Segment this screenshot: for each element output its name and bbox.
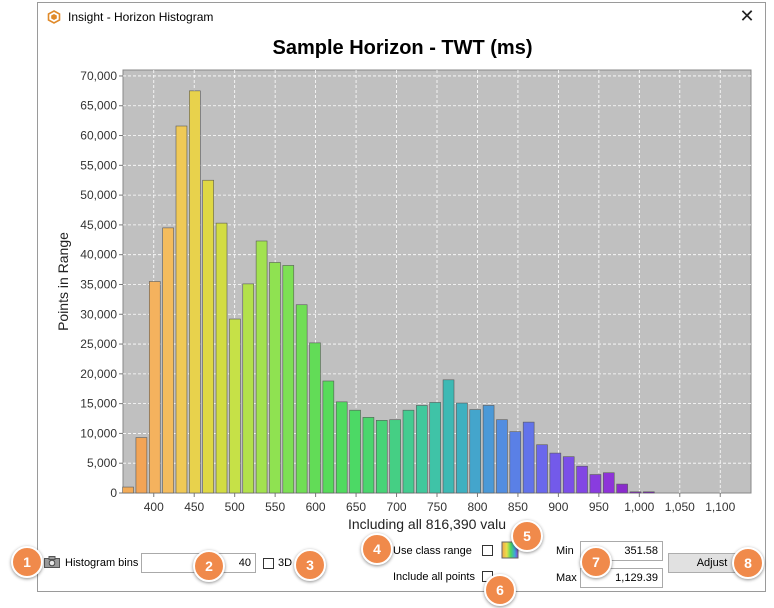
x-tick-label: 700 bbox=[387, 500, 407, 514]
callout-2: 2 bbox=[193, 550, 225, 582]
x-tick-label: 1,050 bbox=[665, 500, 695, 514]
histogram-bar bbox=[215, 222, 228, 494]
callout-3: 3 bbox=[294, 549, 326, 581]
histogram-bar bbox=[549, 452, 562, 494]
x-tick-label: 600 bbox=[306, 500, 326, 514]
histogram-bar bbox=[295, 304, 308, 494]
x-axis-label: Including all 816,390 valu bbox=[348, 516, 506, 532]
histogram-bar bbox=[536, 444, 548, 494]
histogram-bar bbox=[643, 491, 655, 494]
title-bar: Insight - Horizon Histogram ✕ bbox=[38, 3, 765, 31]
y-tick-label: 55,000 bbox=[80, 158, 117, 172]
x-tick-label: 400 bbox=[144, 500, 164, 514]
include-all-points-label: Include all points bbox=[393, 571, 475, 583]
y-tick-label: 45,000 bbox=[80, 218, 117, 232]
histogram-bar bbox=[509, 431, 522, 494]
x-tick-label: 750 bbox=[427, 500, 447, 514]
y-tick-label: 40,000 bbox=[80, 248, 117, 262]
histogram-bar bbox=[482, 405, 495, 494]
histogram-bins-label: Histogram bins bbox=[65, 557, 139, 569]
x-tick-label: 800 bbox=[467, 500, 487, 514]
x-tick-label: 650 bbox=[346, 500, 366, 514]
y-tick-label: 15,000 bbox=[80, 397, 117, 411]
use-class-range-checkbox[interactable] bbox=[482, 545, 493, 556]
max-label: Max bbox=[556, 572, 577, 584]
histogram-bar bbox=[189, 90, 201, 494]
histogram-bar bbox=[135, 437, 148, 494]
callout-8: 8 bbox=[732, 547, 764, 579]
histogram-bar bbox=[322, 380, 335, 494]
histogram-bar bbox=[456, 402, 468, 494]
histogram-bar bbox=[255, 240, 268, 494]
callout-6: 6 bbox=[484, 574, 516, 606]
use-class-range-label: Use class range bbox=[393, 545, 472, 557]
y-tick-label: 30,000 bbox=[80, 307, 117, 321]
x-tick-label: 850 bbox=[508, 500, 528, 514]
y-tick-label: 20,000 bbox=[80, 367, 117, 381]
histogram-bar bbox=[629, 491, 642, 494]
insight-logo-icon bbox=[47, 10, 61, 24]
histogram-bar bbox=[589, 474, 602, 494]
min-label: Min bbox=[556, 545, 574, 557]
histogram-bar bbox=[389, 419, 401, 494]
histogram-bar bbox=[229, 318, 241, 494]
histogram-bar bbox=[522, 421, 535, 494]
x-tick-label: 1,000 bbox=[624, 500, 654, 514]
chart-title: Sample Horizon - TWT (ms) bbox=[272, 37, 533, 59]
camera-icon[interactable] bbox=[44, 556, 60, 568]
histogram-bar bbox=[309, 342, 321, 494]
histogram-bar bbox=[429, 402, 441, 494]
histogram-bar bbox=[282, 265, 295, 494]
histogram-bar bbox=[202, 179, 214, 494]
histogram-bar bbox=[148, 281, 161, 494]
histogram-bar bbox=[242, 283, 255, 494]
x-tick-label: 1,100 bbox=[705, 500, 735, 514]
histogram-bar bbox=[616, 483, 628, 494]
x-tick-label: 500 bbox=[225, 500, 245, 514]
histogram-bar bbox=[496, 419, 508, 494]
x-tick-label: 950 bbox=[589, 500, 609, 514]
close-button[interactable]: ✕ bbox=[739, 6, 755, 26]
callout-4: 4 bbox=[361, 533, 393, 565]
histogram-bar bbox=[162, 227, 174, 494]
histogram-bar bbox=[442, 379, 455, 494]
histogram-bar bbox=[362, 417, 375, 494]
callout-5: 5 bbox=[511, 520, 543, 552]
y-tick-label: 25,000 bbox=[80, 337, 117, 351]
histogram-bar bbox=[269, 262, 281, 494]
histogram-window: Insight - Horizon Histogram ✕ Sample Hor… bbox=[37, 2, 766, 592]
histogram-bar bbox=[402, 409, 415, 494]
histogram-bar bbox=[122, 486, 134, 494]
histogram-bar bbox=[602, 472, 615, 494]
3d-checkbox[interactable] bbox=[263, 558, 274, 569]
histogram-bar bbox=[416, 405, 428, 494]
histogram-chart: 0 5,000 10,000 15,000 20,000 25,000 30,000 35,0… bbox=[55, 69, 752, 532]
histogram-bar bbox=[335, 401, 348, 494]
3d-label: 3D bbox=[278, 557, 293, 569]
y-axis-label: Points in Range bbox=[55, 232, 71, 331]
y-tick-label: 35,000 bbox=[80, 277, 117, 291]
y-tick-label: 0 bbox=[110, 486, 117, 500]
y-tick-label: 5,000 bbox=[87, 456, 117, 470]
histogram-bar bbox=[375, 420, 388, 494]
histogram-bar bbox=[576, 465, 588, 494]
histogram-bar bbox=[469, 409, 482, 494]
x-tick-label: 900 bbox=[548, 500, 568, 514]
histogram-bar bbox=[349, 409, 361, 494]
y-tick-label: 10,000 bbox=[80, 426, 117, 440]
y-tick-label: 60,000 bbox=[80, 129, 117, 143]
y-tick-label: 70,000 bbox=[80, 69, 117, 83]
callout-7: 7 bbox=[580, 546, 612, 578]
x-tick-label: 550 bbox=[265, 500, 285, 514]
histogram-bar bbox=[562, 456, 575, 494]
callout-1: 1 bbox=[11, 546, 43, 578]
y-tick-label: 50,000 bbox=[80, 188, 117, 202]
y-tick-label: 65,000 bbox=[80, 99, 117, 113]
x-tick-label: 450 bbox=[184, 500, 204, 514]
window-title: Insight - Horizon Histogram bbox=[68, 10, 214, 24]
histogram-bar bbox=[175, 125, 188, 494]
